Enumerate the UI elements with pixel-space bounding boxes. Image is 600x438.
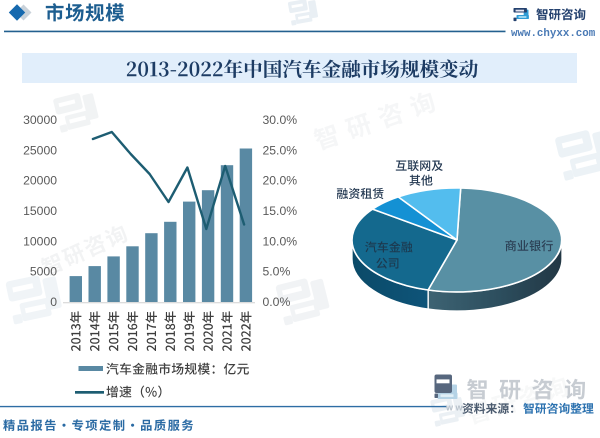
svg-text:15.0%: 15.0% xyxy=(263,204,298,218)
svg-text:5.0%: 5.0% xyxy=(263,265,291,279)
svg-text:0.0%: 0.0% xyxy=(263,295,291,309)
svg-text:www.chyxx.com: www.chyxx.com xyxy=(511,28,596,40)
svg-text:w w: w w xyxy=(445,403,464,413)
svg-text:20000: 20000 xyxy=(23,174,57,188)
svg-text:20.0%: 20.0% xyxy=(263,174,298,188)
svg-text:25.0%: 25.0% xyxy=(263,143,298,157)
svg-text:15000: 15000 xyxy=(23,204,57,218)
svg-text:5000: 5000 xyxy=(30,265,57,279)
svg-text:30.0%: 30.0% xyxy=(263,113,298,127)
svg-text:10.0%: 10.0% xyxy=(263,234,298,248)
svg-text:30000: 30000 xyxy=(23,113,57,127)
svg-text:0: 0 xyxy=(50,295,57,309)
svg-text:25000: 25000 xyxy=(23,143,57,157)
svg-text:10000: 10000 xyxy=(23,234,57,248)
